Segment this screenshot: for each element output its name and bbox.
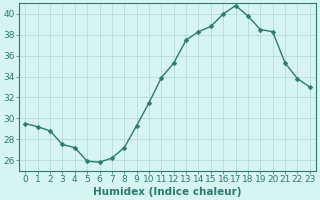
X-axis label: Humidex (Indice chaleur): Humidex (Indice chaleur) [93, 187, 242, 197]
